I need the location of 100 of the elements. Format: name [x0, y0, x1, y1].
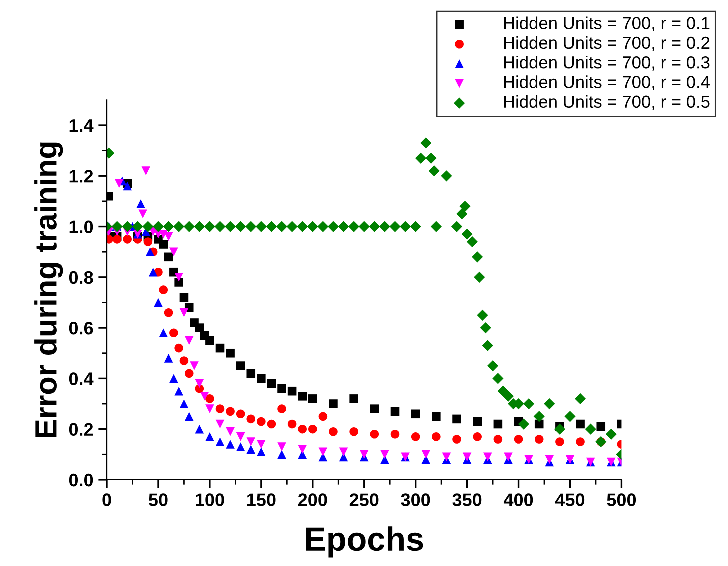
point: [422, 450, 431, 460]
point: [390, 430, 400, 439]
point: [339, 448, 348, 457]
point: [360, 450, 369, 460]
point: [216, 438, 225, 446]
x-tick-label: 250: [350, 494, 379, 506]
point: [123, 182, 132, 191]
point: [184, 369, 194, 378]
point: [190, 362, 199, 370]
point: [236, 362, 246, 370]
point: [278, 450, 286, 460]
point: [246, 438, 256, 446]
point: [494, 435, 503, 444]
point: [200, 392, 210, 401]
point: [148, 268, 158, 277]
point: [164, 354, 174, 363]
point: [318, 412, 328, 422]
y-tick-label: 0.4: [69, 372, 94, 386]
point: [226, 348, 235, 358]
point: [159, 286, 168, 294]
point: [288, 386, 297, 396]
point: [184, 412, 194, 422]
x-tick-label: 0: [102, 494, 112, 506]
legend-label: Hidden Units = 700, r = 0.3: [504, 56, 710, 71]
point: [257, 440, 266, 449]
point: [473, 417, 482, 426]
point: [216, 404, 225, 414]
y-tick-label: 0.6: [69, 322, 94, 335]
x-tick-label: 150: [248, 494, 276, 506]
point: [164, 252, 174, 262]
x-tick-label: 100: [196, 494, 224, 506]
point: [370, 404, 380, 414]
y-tick-label: 0.2: [69, 423, 94, 436]
x-tick-label: 400: [504, 494, 534, 506]
point: [226, 427, 235, 436]
point: [390, 407, 400, 416]
y-tick-label: 1.4: [70, 120, 94, 132]
point: [144, 238, 153, 246]
point: [180, 308, 189, 318]
point: [298, 424, 307, 434]
x-axis-title: Epochs: [306, 526, 424, 558]
point: [278, 442, 286, 452]
point: [462, 452, 472, 462]
point: [298, 392, 307, 401]
point: [246, 445, 256, 454]
point: [452, 435, 462, 444]
point: [114, 179, 124, 188]
point: [136, 200, 146, 208]
point: [278, 384, 286, 394]
point: [411, 410, 420, 419]
point: [170, 328, 178, 338]
point: [246, 414, 256, 424]
x-tick-label: 200: [298, 494, 328, 506]
point: [308, 424, 318, 434]
point: [329, 427, 338, 436]
point: [298, 445, 307, 454]
point: [257, 448, 266, 457]
point: [206, 336, 214, 346]
point: [236, 442, 246, 452]
point: [432, 432, 441, 442]
point: [170, 374, 178, 384]
point: [288, 420, 297, 429]
point: [154, 298, 163, 308]
point: [350, 427, 358, 436]
point: [206, 432, 214, 442]
point: [226, 440, 235, 449]
point: [174, 344, 184, 353]
point: [452, 414, 462, 424]
point: [534, 420, 544, 429]
point: [380, 450, 390, 460]
point: [411, 432, 420, 442]
point: [576, 438, 585, 446]
x-tick-label: 300: [401, 494, 430, 506]
point: [206, 394, 214, 404]
point: [442, 452, 452, 462]
y-tick-label: 1.2: [70, 170, 94, 183]
point: [596, 422, 606, 432]
point: [226, 407, 235, 416]
point: [195, 324, 204, 332]
legend-label: Hidden Units = 700, r = 0.4: [504, 76, 710, 90]
point: [138, 210, 148, 219]
point: [236, 410, 246, 419]
point: [180, 400, 189, 408]
point: [216, 420, 225, 429]
y-tick-label: 1.0: [70, 220, 94, 234]
point: [350, 394, 358, 404]
legend-label: Hidden Units = 700, r = 0.5: [504, 95, 710, 110]
point: [556, 438, 564, 446]
point: [318, 448, 328, 457]
point: [184, 336, 194, 346]
point: [308, 394, 318, 404]
point: [267, 379, 276, 388]
legend-label: Hidden Units = 700, r = 0.2: [504, 36, 710, 52]
point: [195, 424, 204, 434]
point: [206, 404, 214, 414]
point: [159, 328, 168, 338]
point: [159, 240, 168, 249]
point: [257, 374, 266, 384]
x-tick-label: 350: [452, 494, 482, 506]
y-axis-title: Error during training: [34, 142, 64, 438]
